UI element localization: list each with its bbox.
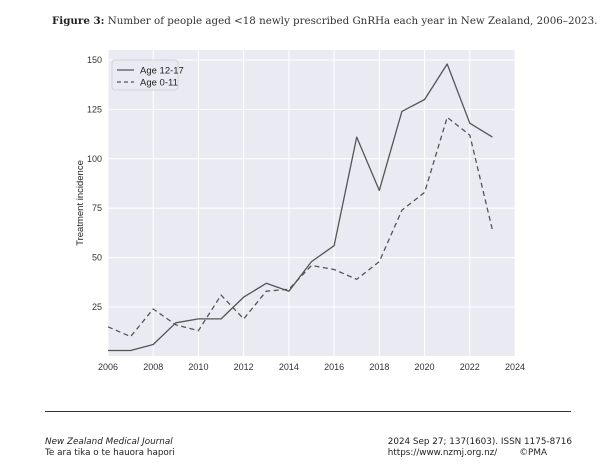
x-tick-label: 2006 xyxy=(98,362,118,372)
plot-area xyxy=(108,50,515,356)
series-group xyxy=(107,63,494,352)
x-tick-label: 2012 xyxy=(234,362,254,372)
y-tick-label: 125 xyxy=(87,104,102,114)
line-chart: 2006 2008 2010 2012 2014 2016 2018 2020 2022 2024… xyxy=(75,50,525,372)
y-tick-label: 100 xyxy=(87,154,102,164)
legend-label-age-0-11: Age 0-11 xyxy=(140,78,178,89)
legend: Age 12-17 Age 0-11 xyxy=(111,59,184,91)
x-tick-labels: 2006 2008 2010 2012 2014 2016 2018 2020 2022 2024 xyxy=(98,362,525,372)
series-line-age-0-11 xyxy=(107,116,494,338)
x-tick-label: 2020 xyxy=(415,362,435,372)
x-tick-label: 2014 xyxy=(279,362,299,372)
footer-divider xyxy=(45,411,571,412)
y-axis-label: Treatment incidence xyxy=(75,160,86,246)
footer-left: New Zealand Medical Journal Te ara tika … xyxy=(45,437,175,459)
x-tick-label: 2008 xyxy=(143,362,163,372)
y-tick-labels: 25 50 75 100 125 150 xyxy=(87,55,102,312)
copyright: ©PMA xyxy=(519,448,547,458)
legend-box xyxy=(111,59,179,91)
series-line-age-12-17 xyxy=(108,63,493,352)
legend-label-age-12-17: Age 12-17 xyxy=(140,66,184,77)
footer-right: 2024 Sep 27; 137(1603). ISSN 1175‑8716 h… xyxy=(388,437,572,459)
figure-label: Figure 3: xyxy=(52,15,105,27)
gridlines xyxy=(107,50,516,356)
x-tick-label: 2022 xyxy=(460,362,480,372)
x-tick-label: 2016 xyxy=(324,362,344,372)
figure-caption-text: Number of people aged <18 newly prescrib… xyxy=(107,15,598,27)
x-tick-label: 2010 xyxy=(188,362,208,372)
citation: 2024 Sep 27; 137(1603). ISSN 1175‑8716 xyxy=(387,437,572,447)
figure-caption: Figure 3: Number of people aged <18 newl… xyxy=(52,15,597,27)
journal-url[interactable]: https://www.nzmj.org.nz/ xyxy=(387,448,498,458)
journal-tagline: Te ara tika o te hauora hapori xyxy=(45,448,175,458)
y-tick-label: 150 xyxy=(87,55,102,65)
y-tick-label: 50 xyxy=(92,253,102,263)
x-tick-label: 2018 xyxy=(369,362,389,372)
x-tick-label: 2024 xyxy=(505,362,525,372)
y-tick-label: 25 xyxy=(92,302,102,312)
journal-name: New Zealand Medical Journal xyxy=(45,437,173,447)
y-tick-label: 75 xyxy=(92,203,102,213)
